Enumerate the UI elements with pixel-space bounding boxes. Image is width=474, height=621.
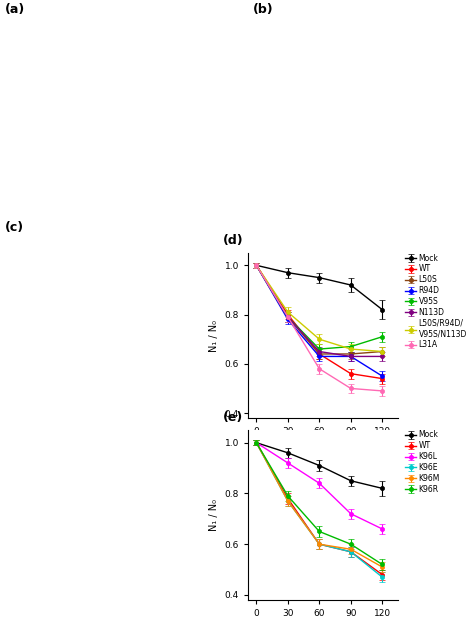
Text: (e): (e) — [223, 410, 243, 424]
Text: (d): (d) — [223, 233, 243, 247]
Legend: Mock, WT, K96L, K96E, K96M, K96R: Mock, WT, K96L, K96E, K96M, K96R — [405, 430, 440, 494]
Text: (b): (b) — [253, 3, 273, 16]
Text: (a): (a) — [5, 3, 25, 16]
X-axis label: min: min — [314, 442, 332, 451]
Y-axis label: N₁ / N₀: N₁ / N₀ — [209, 319, 219, 351]
Legend: Mock, WT, L50S, R94D, V95S, N113D, L50S/R94D/
V95S/N113D, L31A: Mock, WT, L50S, R94D, V95S, N113D, L50S/… — [405, 253, 467, 349]
Text: (c): (c) — [5, 221, 24, 234]
Y-axis label: N₁ / N₀: N₁ / N₀ — [209, 499, 219, 531]
